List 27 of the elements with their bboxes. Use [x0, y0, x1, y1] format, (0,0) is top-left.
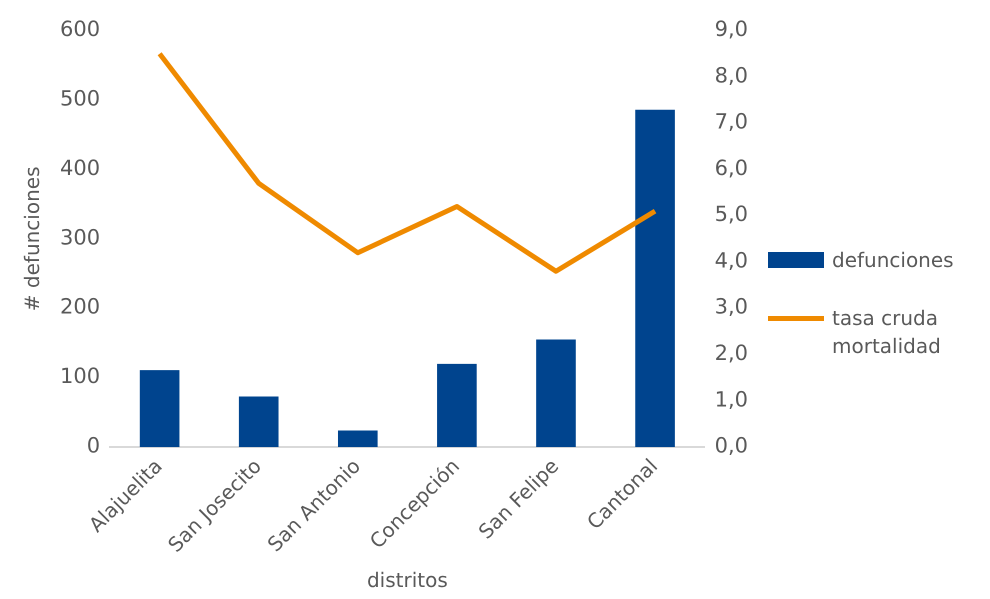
y-tick-label: 300 [60, 225, 100, 250]
bar [140, 370, 180, 448]
y-tick-label: 0 [86, 434, 100, 458]
y2-tick-label: 3,0 [714, 294, 748, 319]
y-tick-label: 200 [60, 294, 100, 319]
y-tick-label: 100 [60, 364, 100, 388]
y2-tick-label: 6,0 [714, 156, 748, 180]
legend-label: tasa cruda mortalidad [832, 305, 942, 360]
y2-tick-label: 5,0 [714, 202, 748, 226]
bar [536, 340, 576, 448]
y-tick-label: 500 [60, 86, 100, 110]
y2-tick-label: 2,0 [714, 341, 748, 366]
bar [437, 364, 477, 448]
x-axis-title: distritos [366, 568, 448, 592]
y2-tick-label: 8,0 [714, 63, 748, 88]
y2-tick-label: 7,0 [714, 110, 748, 134]
y2-tick-label: 4,0 [714, 248, 748, 272]
legend-label: defunciones [832, 247, 954, 274]
bar [338, 430, 378, 448]
y-tick-label: 600 [60, 17, 100, 42]
y2-tick-label: 0,0 [714, 434, 748, 458]
y2-tick-label: 1,0 [714, 387, 748, 412]
y-tick-label: 400 [60, 156, 100, 180]
y2-tick-label: 9,0 [714, 17, 748, 42]
bar [635, 110, 675, 448]
bar [238, 396, 279, 448]
y-axis-title: # defunciones [20, 166, 44, 312]
